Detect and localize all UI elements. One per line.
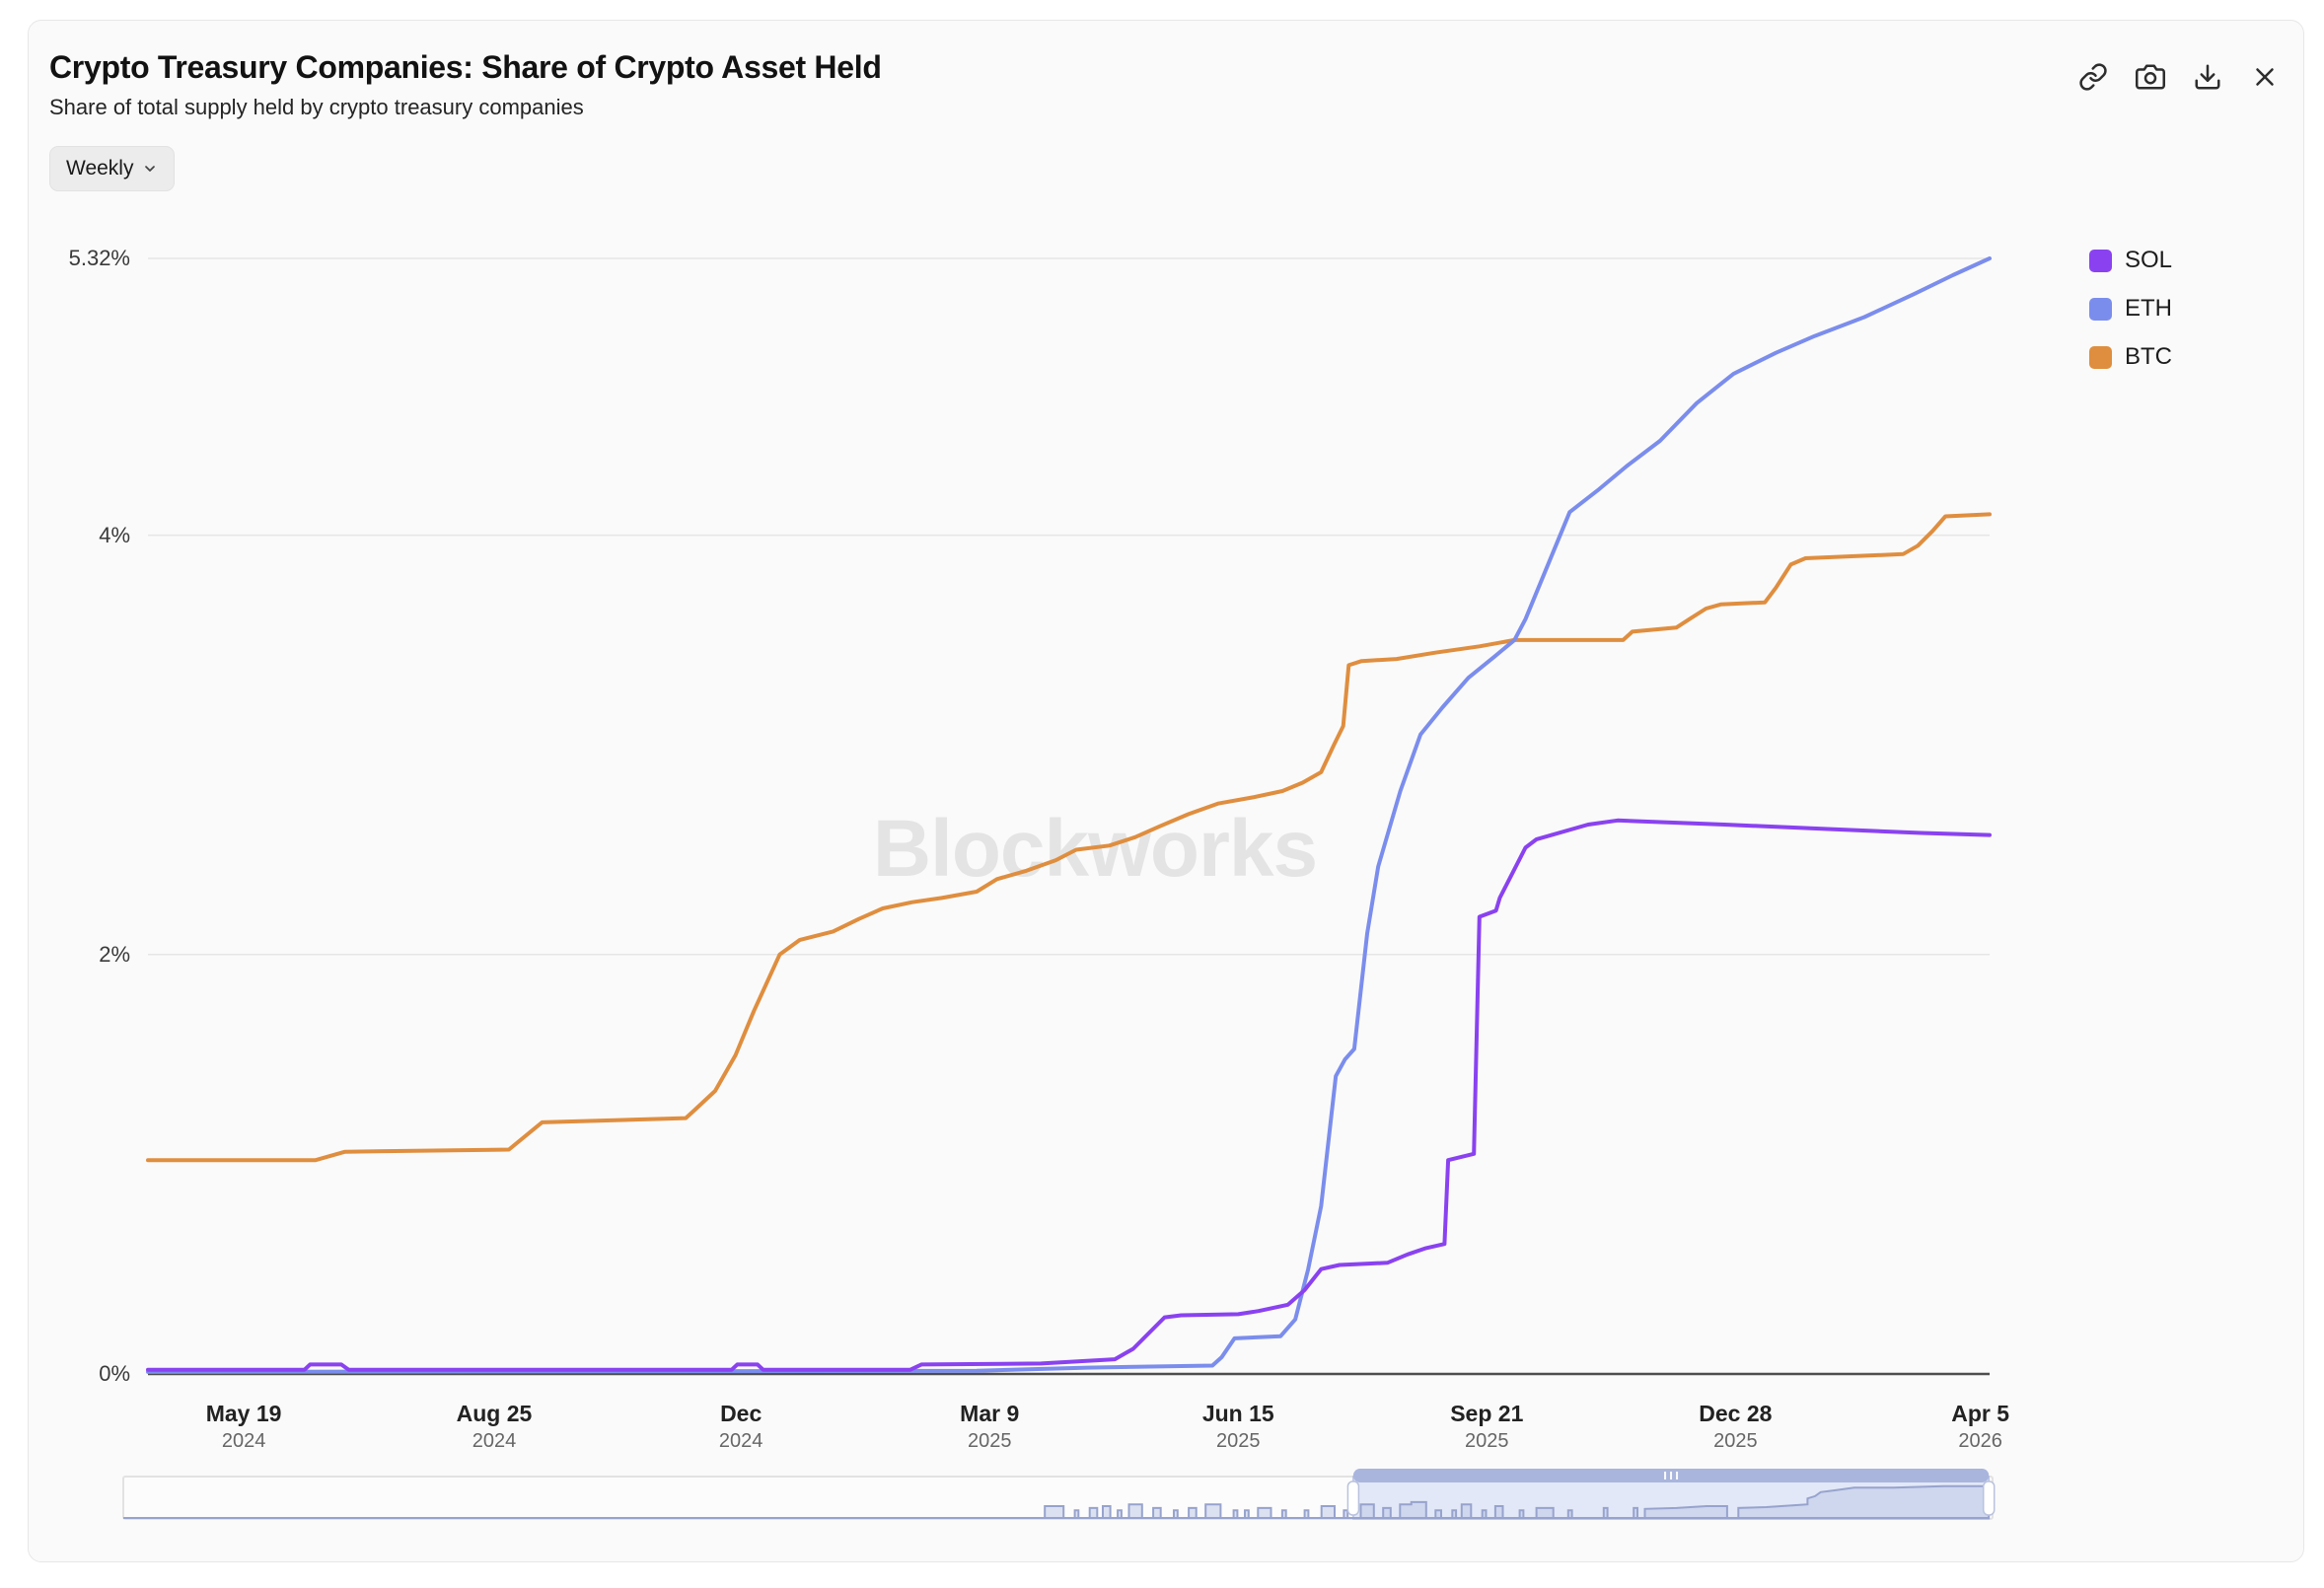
legend-label: BTC: [2125, 343, 2172, 370]
navigator-mini-chart: [123, 1484, 1991, 1519]
x-tick-label: Apr 5 2026: [1951, 1401, 2009, 1453]
series-line-btc: [146, 512, 1992, 1163]
x-tick-date: Dec 28: [1699, 1401, 1773, 1426]
x-tick-year: 2025: [967, 1430, 1012, 1452]
legend-label: SOL: [2125, 247, 2173, 273]
close-button[interactable]: [2249, 61, 2281, 93]
chart-card: [28, 20, 2304, 1562]
page-title: Crypto Treasury Companies: Share of Cryp…: [49, 49, 882, 85]
legend: SOL ETH BTC: [2089, 247, 2172, 392]
toolbar: [2077, 61, 2281, 93]
x-tick-date: Dec: [720, 1401, 763, 1426]
series-line-sol: [146, 818, 1992, 1372]
navigator-left-handle[interactable]: [1346, 1480, 1360, 1516]
chevron-down-icon: [142, 161, 158, 177]
x-tick-label: Dec 2024: [719, 1401, 763, 1453]
x-tick-label: Sep 21 2025: [1450, 1401, 1523, 1453]
x-tick-year: 2026: [1958, 1430, 2002, 1452]
x-tick-label: May 19 2024: [206, 1401, 282, 1453]
x-tick-year: 2025: [1713, 1430, 1758, 1452]
x-tick-date: Jun 15: [1201, 1401, 1274, 1426]
close-icon: [2250, 62, 2280, 92]
x-tick-date: Sep 21: [1450, 1401, 1524, 1426]
copy-link-button[interactable]: [2077, 61, 2109, 93]
frequency-dropdown[interactable]: Weekly: [49, 146, 176, 191]
camera-icon: [2136, 62, 2165, 92]
legend-item-btc[interactable]: BTC: [2089, 343, 2172, 371]
legend-item-eth[interactable]: ETH: [2089, 295, 2172, 323]
y-tick-label: 0%: [99, 1361, 130, 1386]
legend-swatch-eth: [2089, 297, 2112, 321]
x-tick-label: Aug 25 2024: [457, 1401, 533, 1453]
x-tick-year: 2024: [718, 1430, 763, 1452]
x-tick-date: Apr 5: [1951, 1401, 2010, 1426]
legend-label: ETH: [2125, 295, 2172, 322]
x-tick-date: Aug 25: [456, 1401, 533, 1426]
x-tick-label: Jun 15 2025: [1202, 1401, 1274, 1453]
navigator-right-handle[interactable]: [1982, 1480, 1996, 1516]
link-icon: [2078, 62, 2108, 92]
legend-swatch-btc: [2089, 345, 2112, 369]
y-tick-label: 2%: [99, 941, 130, 967]
page-subtitle: Share of total supply held by crypto tre…: [49, 95, 584, 119]
download-icon: [2193, 62, 2222, 92]
series-line-eth: [146, 256, 1992, 1374]
download-button[interactable]: [2192, 61, 2223, 93]
x-tick-date: Mar 9: [960, 1401, 1020, 1426]
y-tick-label: 5.32%: [68, 246, 130, 270]
x-tick-label: Dec 28 2025: [1699, 1401, 1772, 1453]
x-tick-year: 2025: [1465, 1430, 1509, 1452]
legend-item-sol[interactable]: SOL: [2089, 247, 2172, 274]
y-tick-label: 4%: [99, 522, 130, 547]
x-tick-year: 2025: [1216, 1430, 1261, 1452]
x-tick-year: 2024: [221, 1430, 266, 1452]
x-tick-year: 2024: [472, 1430, 517, 1452]
screenshot-button[interactable]: [2135, 61, 2166, 93]
legend-swatch-sol: [2089, 249, 2112, 272]
x-tick-date: May 19: [205, 1401, 282, 1426]
frequency-label: Weekly: [66, 157, 134, 180]
x-tick-label: Mar 9 2025: [960, 1401, 1019, 1453]
